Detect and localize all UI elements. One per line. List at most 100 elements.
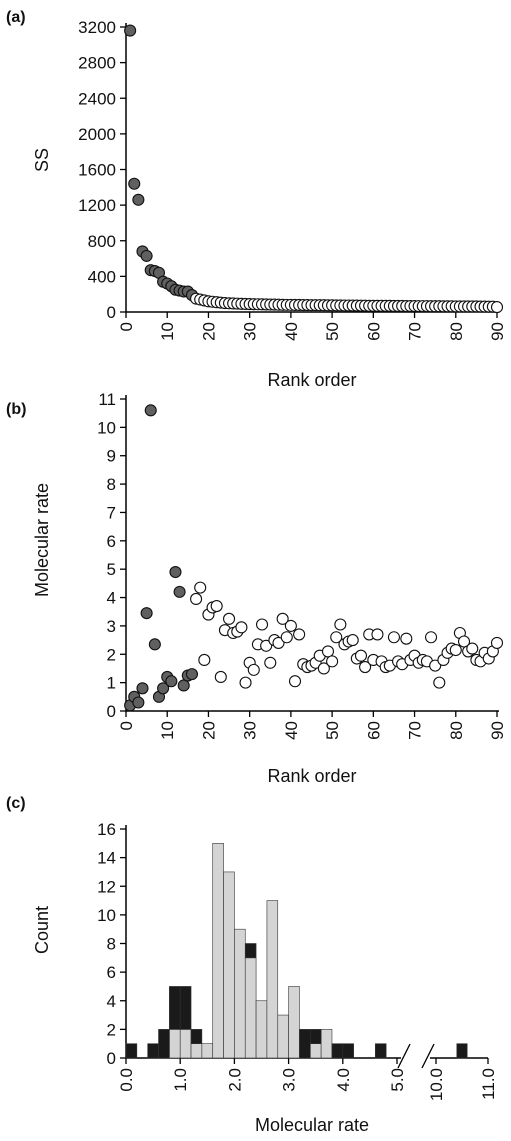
- panel-c-bar-light: [169, 1029, 181, 1059]
- panel-a-y-tick-label: 2000: [78, 125, 116, 144]
- panel-c-label: (c): [6, 795, 26, 812]
- panel-b-open-point: [247, 663, 260, 676]
- panel-c-bar-light: [212, 843, 224, 1059]
- panel-a: (a) SS Rank order 0400800120016002000240…: [6, 9, 507, 390]
- panel-b-filled-point: [165, 675, 178, 688]
- panel-b-open-point: [198, 653, 211, 666]
- panel-b-open-point: [466, 642, 479, 655]
- panel-a-x-tick-label: 30: [241, 322, 260, 341]
- panel-b-open-point: [255, 618, 269, 631]
- panel-b: (b) Molecular rate Rank order 0 1 2 3 4 5 6 7 8 9…: [6, 390, 507, 786]
- panel-b-y-tick-label: 7: [107, 503, 116, 522]
- panel-c-x-tick-label: 1.0: [171, 1068, 190, 1092]
- panel-b-x-tick-label: 60: [364, 721, 383, 740]
- panel-a-y-tick-label: 3200: [78, 18, 116, 37]
- panel-b-y-tick-label: 11: [98, 390, 116, 409]
- panel-c-y-tick-label: 8: [107, 935, 116, 954]
- panel-c-y-tick-label: 4: [107, 992, 116, 1011]
- panel-b-open-point: [194, 581, 207, 594]
- panel-a-x-tick-label: 20: [199, 322, 218, 341]
- panel-b-open-point: [424, 631, 438, 644]
- panel-b-x-tick-label: 50: [323, 721, 342, 740]
- panel-a-x-tick-label: 0: [117, 322, 136, 331]
- panel-b-open-point: [190, 592, 203, 606]
- panel-b-open-point: [223, 612, 236, 625]
- panel-c-bar-light: [179, 1029, 192, 1059]
- panel-c-bar-light: [255, 1000, 268, 1059]
- panel-b-y-tick-label: 4: [107, 589, 116, 608]
- panel-b-x-tick-label: 30: [241, 721, 260, 740]
- panel-c-x-tick-label: 5.0: [388, 1068, 407, 1092]
- panel-b-open-point: [214, 670, 227, 684]
- panel-b-filled-point: [185, 668, 199, 681]
- panel-b-y-tick-label: 10: [97, 418, 116, 437]
- panel-c-bar-dark: [331, 1043, 344, 1059]
- panel-a-y-tick-label: 2800: [78, 54, 116, 73]
- panel-b-open-point: [449, 643, 462, 657]
- panel-c-bar-dark: [456, 1043, 468, 1059]
- panel-b-open-point: [280, 631, 293, 644]
- panel-c-x-tick-label: 11.0: [479, 1068, 498, 1100]
- panel-c-y-tick-label: 14: [97, 849, 116, 868]
- panel-b-open-point: [490, 636, 504, 649]
- panel-a-x-tick-label: 60: [364, 322, 383, 341]
- panel-c-bar-dark: [158, 1029, 170, 1059]
- panel-c-y-tick-label: 0: [107, 1049, 116, 1068]
- panel-b-open-point: [387, 631, 400, 644]
- panel-b-open-point: [284, 619, 297, 632]
- panel-b-open-point: [210, 600, 223, 613]
- panel-b-filled-point: [136, 682, 149, 695]
- panel-b-x-tick-label: 0: [117, 721, 136, 730]
- panel-b-label: (b): [6, 401, 26, 418]
- panel-a-label: (a): [6, 9, 26, 26]
- panel-c-bar-light: [190, 1043, 203, 1059]
- panel-c-bar-dark: [125, 1043, 138, 1059]
- panel-c-bar-dark: [190, 1029, 203, 1044]
- panel-b-y-tick-label: 9: [107, 447, 116, 466]
- panel-c-y-tick-label: 12: [97, 877, 116, 896]
- panel-b-y-tick-label: 0: [107, 702, 116, 721]
- panel-b-open-point: [272, 636, 285, 649]
- panel-a-y-tick-label: 1600: [78, 161, 116, 180]
- panel-a-x-tick-label: 80: [447, 322, 466, 341]
- panel-c-y-tick-label: 2: [107, 1020, 116, 1039]
- panel-b-x-axis-label: Rank order: [267, 766, 356, 786]
- panel-a-x-tick-label: 10: [158, 322, 177, 341]
- panel-b-y-axis-label: Molecular rate: [32, 483, 52, 597]
- panel-a-x-tick-label: 70: [406, 322, 425, 341]
- panel-b-filled-point: [132, 696, 145, 709]
- panel-c-bar-dark: [375, 1043, 387, 1059]
- panel-a-y-tick-label: 2400: [78, 89, 116, 108]
- panel-a-filled-point: [128, 177, 141, 190]
- panel-a-y-tick-label: 400: [88, 267, 116, 286]
- panel-c-bar-light: [288, 986, 300, 1059]
- panel-b-filled-point: [169, 565, 182, 579]
- panel-c-bar-light: [201, 1043, 214, 1059]
- panel-c-x-tick-label: 2.0: [225, 1068, 244, 1092]
- panel-b-open-point: [429, 659, 442, 672]
- panel-b-y-tick-label: 1: [107, 674, 116, 693]
- panel-b-y-tick-label: 3: [107, 617, 116, 636]
- panel-b-open-point: [330, 631, 343, 644]
- panel-c-bar-light: [234, 928, 246, 1059]
- panel-a-x-axis-label: Rank order: [267, 370, 356, 390]
- panel-b-open-point: [326, 655, 339, 668]
- panel-c-bar-dark: [342, 1043, 354, 1059]
- panel-b-open-point: [264, 656, 277, 669]
- panel-b-x-tick-label: 80: [447, 721, 466, 740]
- panel-b-x-tick-label: 10: [158, 721, 177, 740]
- panel-c-bar-dark: [147, 1043, 159, 1059]
- panel-a-open-point: [490, 301, 504, 314]
- panel-c-bar-light: [277, 1014, 289, 1059]
- panel-c-y-tick-label: 10: [97, 906, 116, 925]
- panel-b-x-tick-label: 90: [488, 721, 507, 740]
- panel-c-y-axis-label: Count: [32, 906, 52, 954]
- panel-b-filled-point: [173, 585, 186, 598]
- panel-a-x-tick-label: 90: [488, 322, 507, 341]
- panel-b-open-point: [400, 632, 413, 645]
- panel-b-y-tick-label: 6: [107, 532, 116, 551]
- panel-c-bar-dark: [179, 986, 192, 1030]
- panel-b-open-point: [433, 676, 446, 689]
- panel-c-x-tick-label: 10.0: [427, 1068, 446, 1101]
